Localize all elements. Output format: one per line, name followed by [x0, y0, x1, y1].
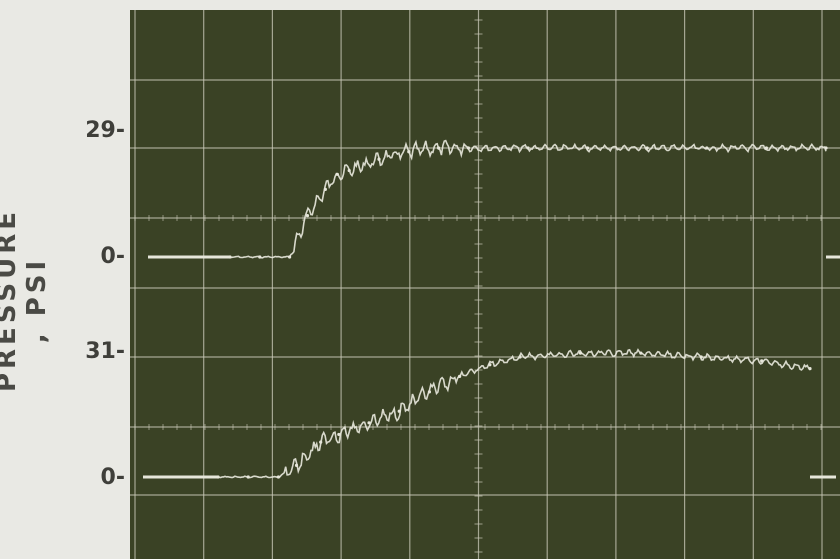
- trace-data-point: [288, 255, 292, 259]
- traces: [143, 139, 840, 479]
- trace-data-point: [760, 359, 764, 363]
- trace-data-point: [466, 146, 470, 150]
- trace-data-point: [319, 440, 323, 444]
- trace-data-point: [488, 363, 492, 367]
- lower-tick-label-top: 31-: [85, 339, 125, 364]
- trace-data-point: [258, 255, 262, 259]
- trace-data-point: [705, 146, 709, 150]
- trace-data-point: [526, 146, 530, 150]
- trace-data-point: [458, 374, 462, 378]
- trace-data-point: [367, 421, 371, 425]
- trace-data-point: [578, 351, 583, 355]
- pressure-trace-line: [229, 139, 827, 259]
- trace-data-point: [323, 187, 327, 191]
- upper-tick-label-top: 29-: [85, 118, 125, 143]
- trace-data-point: [347, 168, 351, 173]
- trace-data-point: [639, 351, 643, 355]
- trace-data-point: [764, 146, 769, 150]
- trace-data-point: [276, 475, 281, 479]
- trace-data-point: [518, 355, 522, 359]
- trace-data-point: [437, 146, 441, 150]
- y-axis-label: PRESSURE , PSI: [0, 208, 52, 393]
- trace-data-point: [586, 146, 590, 150]
- lower-tick-label-zero: 0-: [100, 465, 125, 490]
- trace-data-point: [377, 157, 381, 161]
- trace-data-point: [397, 409, 401, 413]
- pressure-trace-line: [217, 348, 811, 479]
- trace-data-point: [216, 475, 220, 479]
- trace-data-point: [699, 355, 703, 359]
- trace-data-point: [824, 146, 828, 150]
- trace-data-point: [337, 432, 341, 437]
- trace-data-point: [294, 463, 299, 467]
- trace-data-point: [305, 214, 310, 218]
- upper-tick-label-zero: 0-: [100, 244, 125, 269]
- trace-data-point: [407, 150, 411, 154]
- trace-data-point: [808, 367, 812, 371]
- trace-data-point: [246, 475, 250, 479]
- trace-data-point: [335, 172, 339, 176]
- grid: [130, 10, 840, 559]
- trace-data-point: [228, 255, 232, 259]
- oscilloscope-screen: [130, 10, 840, 559]
- trace-data-point: [645, 146, 649, 150]
- trace-data-point: [427, 390, 432, 394]
